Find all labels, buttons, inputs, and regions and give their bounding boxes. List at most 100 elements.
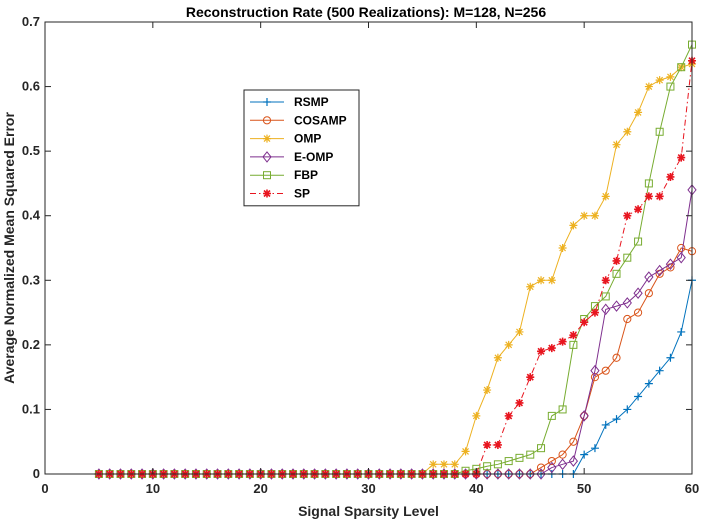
data-point [568, 455, 579, 467]
legend[interactable]: RSMP COSAMP OMP E-OMP FBP SP [243, 89, 360, 207]
data-point [536, 468, 546, 480]
data-point [537, 444, 546, 453]
data-point [493, 468, 503, 480]
y-axis-label: Average Normalized Mean Squared Error [1, 112, 17, 384]
data-point [263, 189, 271, 198]
data-point [644, 192, 653, 201]
x-tick-label: 20 [253, 481, 267, 496]
data-point [677, 327, 686, 336]
data-point [483, 462, 492, 471]
data-point [666, 172, 675, 181]
data-point [547, 276, 556, 285]
data-point [601, 420, 610, 429]
data-point [263, 171, 271, 180]
plot-area [45, 22, 692, 474]
data-point [655, 192, 664, 201]
y-tick-label: 0.7 [22, 14, 40, 29]
data-point [580, 211, 589, 220]
data-point [590, 444, 599, 453]
data-point [558, 244, 567, 252]
legend-label: SP [294, 187, 310, 201]
chart-title: Reconstruction Rate (500 Realizations): … [186, 4, 546, 20]
legend-label: RSMP [294, 95, 329, 109]
legend-item: SP [250, 187, 310, 201]
data-point [655, 76, 664, 85]
x-tick-label: 60 [685, 481, 699, 496]
data-point [262, 151, 272, 163]
y-tick-label: 0.4 [22, 208, 41, 223]
data-point [504, 411, 513, 420]
data-point [590, 211, 599, 220]
legend-item: FBP [250, 168, 318, 182]
data-point [504, 340, 513, 349]
legend-label: E-OMP [294, 150, 333, 164]
data-point [634, 108, 643, 117]
data-point [504, 468, 514, 480]
legend-label: FBP [294, 168, 318, 182]
data-point [677, 243, 686, 253]
data-point [263, 98, 271, 106]
data-point [557, 458, 568, 471]
data-point [537, 276, 546, 285]
data-point [515, 398, 524, 407]
data-point [634, 392, 643, 401]
y-tick-label: 0 [33, 466, 40, 481]
data-point [536, 463, 546, 472]
legend-item: COSAMP [250, 113, 347, 127]
data-point [676, 251, 686, 264]
data-point [622, 297, 632, 309]
data-point [612, 140, 621, 149]
legend-label: COSAMP [294, 113, 347, 127]
data-point [590, 308, 599, 317]
data-point [482, 468, 492, 480]
data-point [611, 300, 622, 312]
data-point [569, 331, 578, 340]
data-point [666, 353, 675, 362]
data-point [644, 379, 653, 388]
data-point [601, 276, 610, 285]
data-point [644, 179, 653, 188]
data-point [623, 253, 632, 262]
data-point [677, 63, 686, 72]
legend-box [243, 89, 360, 207]
data-point [515, 453, 524, 462]
data-point [526, 282, 535, 291]
data-point [644, 82, 653, 91]
data-point [569, 221, 578, 230]
data-point [601, 292, 610, 301]
data-point [580, 450, 589, 459]
data-point [429, 460, 438, 469]
x-tick-label: 10 [146, 481, 160, 496]
data-point [655, 366, 664, 375]
data-point [655, 127, 664, 136]
data-point [526, 450, 535, 459]
legend-item: OMP [250, 132, 321, 146]
data-point [547, 344, 556, 353]
data-point [623, 405, 632, 414]
x-tick-label: 30 [361, 481, 375, 496]
data-point [569, 437, 578, 446]
data-point [558, 405, 567, 414]
data-point [483, 440, 492, 449]
data-point [612, 353, 621, 362]
data-point [665, 258, 676, 270]
x-axis-label: Signal Sparsity Level [298, 503, 439, 519]
data-point [461, 447, 470, 456]
x-tick-label: 0 [41, 481, 48, 496]
axes-layer: 0 10 20 30 40 50 60 0 0.1 0.2 0.3 0.4 0.5 0.6 0.7 [22, 14, 699, 496]
data-point [504, 457, 513, 466]
data-point [666, 72, 675, 81]
x-tick-label: 40 [469, 481, 483, 496]
y-tick-label: 0.5 [22, 143, 40, 158]
data-point [450, 460, 459, 469]
legend-label: OMP [294, 132, 321, 146]
data-point [483, 386, 492, 395]
data-point [612, 415, 621, 424]
data-point [633, 287, 643, 300]
data-point [655, 264, 665, 277]
data-point [472, 411, 481, 420]
data-point [623, 314, 632, 324]
data-point [262, 116, 272, 125]
y-tick-label: 0.2 [22, 337, 40, 352]
